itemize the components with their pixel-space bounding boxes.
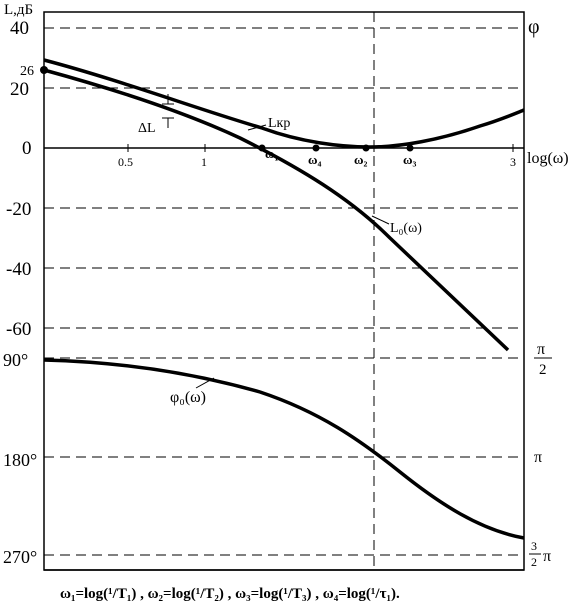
left-axis-label: L,дБ [4,2,33,18]
omega2-label: ω₂ [354,152,368,167]
x-tick-label-1: 1 [201,155,207,169]
x-axis-label: log(ω) [527,150,569,167]
start-point-26 [40,66,48,74]
left-tick-minus20: -20 [6,199,31,220]
omega4-label: ω₄ [308,152,322,167]
right-pi: π [534,449,542,466]
left-tick-0: 0 [22,138,32,159]
curve-phi0 [43,358,525,540]
phi0-leader [195,377,215,389]
left-tick-minus40: -40 [6,259,31,280]
l0-label: L₀(ω) [390,221,422,236]
phase-tick-180: 180° [3,450,37,470]
l0-leader [371,215,390,225]
right-axis-label: φ [528,16,540,38]
phase-tick-90: 90° [3,350,28,370]
l-kr-label: Lкр [268,116,290,131]
omega4-point [312,144,320,152]
right-three-halves-bottom: 2 [531,555,537,569]
x-tick-label-3: 3 [510,155,516,169]
right-half-pi-bottom: 2 [539,362,547,378]
right-three-halves-pi: π [543,548,551,565]
footer-formula: ω₁=log(¹/T₁) , ω₂=log(¹/T₂) , ω₃=log(¹/T… [60,586,400,602]
delta-l-label: ΔL [138,121,156,136]
omega3-point [406,144,414,152]
omega-points [40,66,414,152]
gridlines [44,12,524,570]
left-tick-minus60: -60 [6,319,31,340]
curve-l0 [43,68,510,352]
phase-tick-270: 270° [3,547,37,567]
curve-l-kr [43,58,525,149]
left-tick-40: 40 [10,18,29,39]
omega2-point [362,144,370,152]
left-start-26: 26 [20,64,34,79]
right-three-halves-top: 3 [531,539,537,553]
l-kr-leader [247,124,267,131]
phi0-label: φ₀(ω) [170,389,206,406]
left-tick-20: 20 [10,79,29,100]
delta-l-marker [162,94,174,128]
omega3-label: ω₃ [403,152,417,167]
plot-frame [43,11,525,571]
right-half-pi-top: π [537,341,545,358]
x-tick-label-0.5: 0.5 [118,155,133,169]
omega1-point [258,144,266,152]
omega1-label: ω₁ [265,146,279,161]
